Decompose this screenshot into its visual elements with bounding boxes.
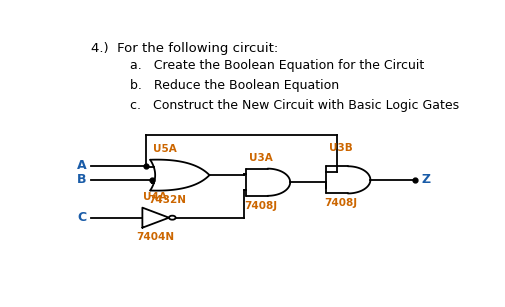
Text: a.   Create the Boolean Equation for the Circuit: a. Create the Boolean Equation for the C…	[130, 59, 424, 72]
Text: U4A: U4A	[143, 192, 167, 202]
Text: C: C	[77, 211, 87, 224]
Text: 7408J: 7408J	[324, 198, 358, 208]
Text: A: A	[77, 159, 87, 172]
Text: U3B: U3B	[329, 143, 353, 153]
Text: 4.)  For the following circuit:: 4.) For the following circuit:	[90, 41, 278, 55]
Text: Z: Z	[421, 173, 430, 186]
Text: 7404N: 7404N	[136, 232, 174, 243]
Text: U5A: U5A	[153, 144, 177, 154]
Text: 7432N: 7432N	[148, 195, 186, 205]
Text: B: B	[77, 173, 87, 186]
Text: U3A: U3A	[249, 153, 273, 163]
Text: c.   Construct the New Circuit with Basic Logic Gates: c. Construct the New Circuit with Basic …	[130, 99, 459, 112]
Text: 7408J: 7408J	[244, 200, 277, 211]
Text: b.   Reduce the Boolean Equation: b. Reduce the Boolean Equation	[130, 80, 339, 92]
